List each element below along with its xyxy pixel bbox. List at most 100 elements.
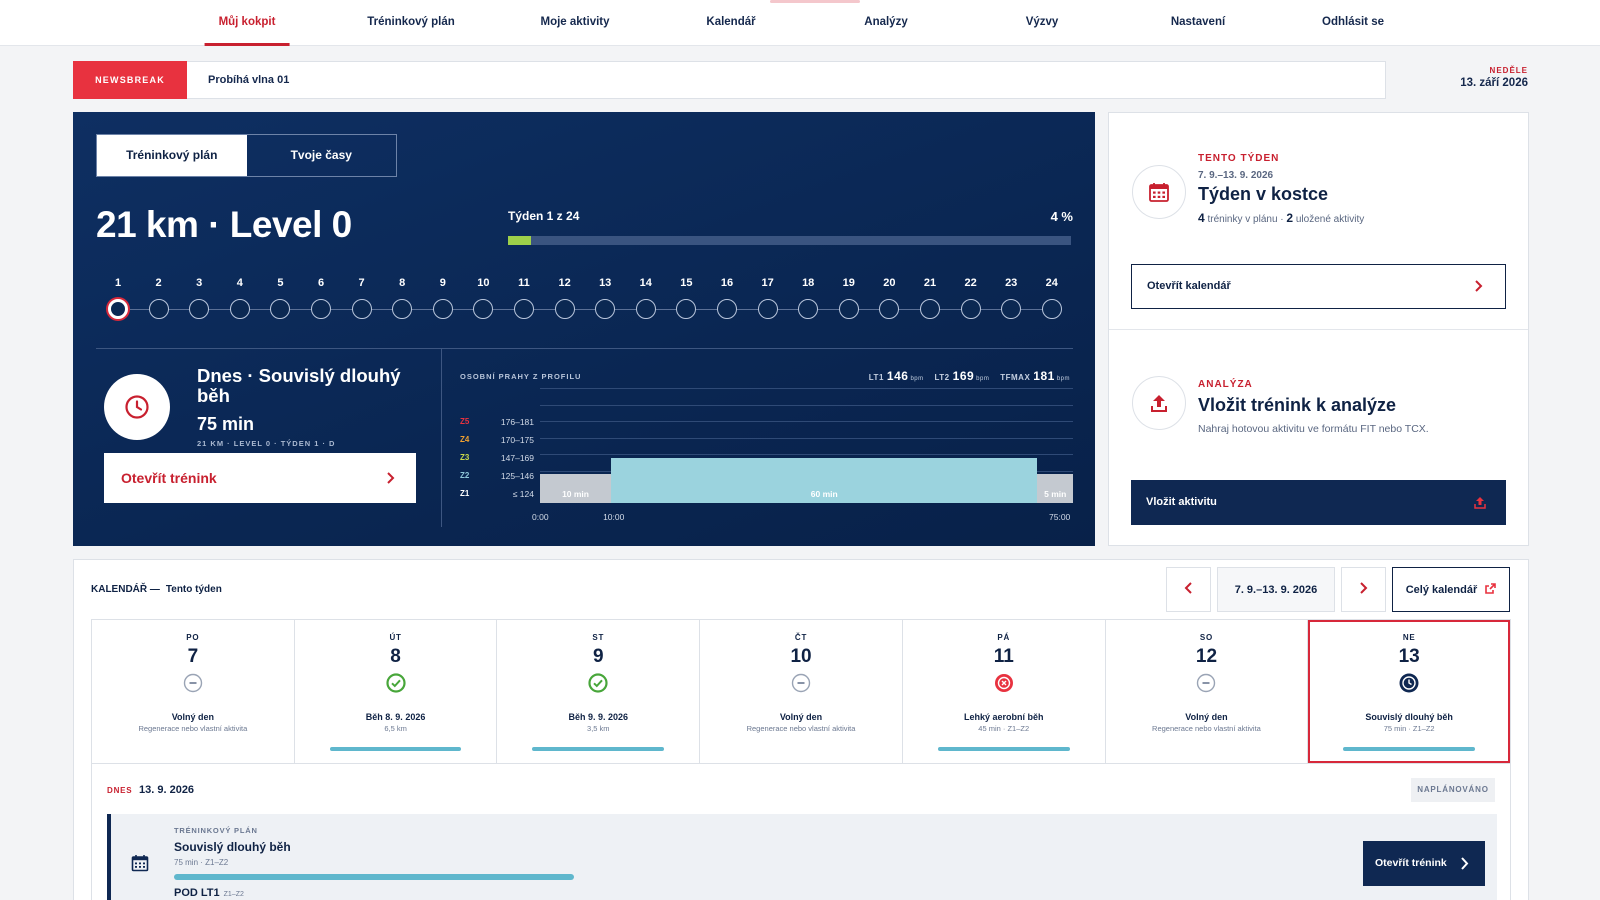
day-subtitle: 3,5 km [587, 724, 610, 733]
tfmax-value: 181 [1033, 369, 1055, 383]
week-dot[interactable] [514, 299, 534, 319]
calendar-day[interactable]: ÚT 8 Běh 8. 9. 2026 6,5 km [295, 620, 498, 763]
zone-grid-line [540, 454, 1073, 455]
calendar-day[interactable]: NE 13 Souvislý dlouhý běh 75 min · Z1–Z2 [1308, 620, 1511, 763]
planned-workout-kicker: TRÉNINKOVÝ PLÁN [174, 826, 258, 835]
tab-tvoje-casy[interactable]: Tvoje časy [290, 148, 352, 162]
planned-workout-sub: 75 min · Z1–Z2 [174, 858, 229, 867]
clock-icon [104, 374, 170, 440]
prev-week-button[interactable] [1166, 567, 1211, 612]
week-card-kicker: TENTO TÝDEN [1198, 153, 1280, 164]
week-number: 3 [196, 277, 203, 289]
week-number: 4 [236, 277, 243, 289]
upload-activity-button[interactable]: Vložit aktivitu [1131, 480, 1506, 525]
week-dot[interactable] [392, 299, 413, 319]
open-planned-workout-button[interactable]: Otevřít trénink [1363, 841, 1485, 886]
full-calendar-label: Celý kalendář [1405, 583, 1478, 596]
open-workout-button[interactable]: Otevřít trénink [104, 453, 416, 503]
week-dot[interactable] [920, 299, 940, 319]
week-dot[interactable] [635, 299, 656, 319]
week-dot[interactable] [960, 299, 981, 319]
week-dot[interactable] [676, 299, 697, 319]
full-calendar-button[interactable]: Celý kalendář [1392, 567, 1510, 612]
week-dot[interactable] [351, 299, 372, 319]
open-calendar-button[interactable]: Otevřít kalendář [1131, 264, 1506, 309]
week-range-text: 7. 9.–13. 9. 2026 [1234, 583, 1318, 596]
plan-title: 21 km · Level 0 [96, 204, 352, 245]
upload-icon [1474, 480, 1486, 525]
day-number: 13 [1398, 646, 1420, 667]
zone-grid-line [540, 421, 1073, 422]
week-dot[interactable] [432, 299, 453, 319]
week-dot[interactable] [270, 299, 291, 319]
nav-item-nastaveni[interactable]: Nastavení [1170, 16, 1226, 28]
status-badge: NAPLÁNOVÁNO [1411, 778, 1495, 802]
tab-treninkovy-plan[interactable]: Tréninkový plán [97, 135, 247, 176]
upload-icon [1132, 376, 1186, 430]
missed-icon [994, 673, 1014, 693]
day-number: 7 [187, 646, 199, 667]
day-weekday: PO [186, 633, 200, 642]
nav-item-treninkovy-plan[interactable]: Tréninkový plán [367, 16, 455, 28]
week-dot[interactable] [757, 299, 778, 319]
week-dot[interactable] [1041, 299, 1062, 319]
lt2-unit: bpm [976, 376, 990, 382]
week-dot[interactable] [148, 299, 169, 319]
day-subtitle: Regenerace nebo vlastní aktivita [1152, 724, 1261, 733]
calendar-sublabel: Tento týden [165, 584, 222, 595]
open-calendar-label: Otevřít kalendář [1147, 280, 1231, 292]
day-title: Běh 8. 9. 2026 [365, 712, 426, 722]
day-weekday: SO [1199, 633, 1214, 642]
week-dot-current[interactable] [108, 299, 128, 319]
week-number: 7 [358, 277, 365, 289]
analysis-card-desc: Nahraj hotovou aktivitu ve formátu FIT n… [1198, 423, 1429, 435]
nav-item-kalendar[interactable]: Kalendář [706, 16, 756, 28]
analysis-card-title: Vložit trénink k analýze [1198, 395, 1397, 415]
week-dot[interactable] [798, 299, 819, 319]
day-title: Běh 9. 9. 2026 [568, 712, 629, 722]
zone-range: ≤ 124 [512, 489, 534, 499]
day-weekday: NE [1402, 633, 1416, 642]
week-dot[interactable] [554, 299, 575, 319]
nav-item-vyzvy[interactable]: Výzvy [1025, 16, 1059, 28]
hero-vertical-divider [441, 349, 442, 527]
day-subtitle: Regenerace nebo vlastní aktivita [746, 724, 856, 733]
calendar-day[interactable]: ST 9 Běh 9. 9. 2026 3,5 km [497, 620, 701, 763]
week-range-display[interactable]: 7. 9.–13. 9. 2026 [1217, 567, 1335, 612]
nav-item-odhlasit[interactable]: Odhlásit se [1322, 16, 1384, 28]
zone-label: Z5 [460, 417, 470, 426]
week-dot[interactable] [229, 299, 250, 319]
week-days: PO 7 Volný den Regenerace nebo vlastní akti… [91, 619, 1511, 764]
next-week-button[interactable] [1341, 567, 1386, 612]
calendar-day[interactable]: ČT 10 Volný den Regenerace nebo vlastní akt… [700, 620, 903, 763]
saved-text: uložené aktivity [1295, 214, 1365, 225]
day-title: Volný den [779, 712, 823, 722]
zone-time-tick: 0:00 [532, 512, 549, 522]
newsbreak-text[interactable]: Probíhá vlna 01 [208, 74, 290, 86]
week-number: 12 [558, 277, 571, 289]
week-number: 13 [599, 277, 612, 289]
week-dot[interactable] [189, 299, 210, 319]
week-dot[interactable] [1001, 299, 1022, 319]
day-subtitle: 75 min · Z1–Z2 [1383, 724, 1435, 733]
nav-item-analyzy[interactable]: Analýzy [864, 16, 908, 28]
today-workout-duration: 75 min [197, 414, 255, 434]
side-card: TENTO TÝDEN 7. 9.–13. 9. 2026 Týden v ko… [1108, 112, 1529, 546]
calendar-label: KALENDÁŘ — [91, 584, 160, 595]
calendar-day[interactable]: PO 7 Volný den Regenerace nebo vlastní akti… [92, 620, 295, 763]
nav-item-kokpit[interactable]: Můj kokpit [204, 0, 290, 46]
calendar-day[interactable]: PÁ 11 Lehký aerobní běh 45 min · Z1–Z2 [903, 620, 1106, 763]
week-dot[interactable] [311, 299, 331, 319]
chevron-right-icon [1460, 841, 1469, 886]
calendar-day[interactable]: SO 12 Volný den Regenerace nebo vlastní akt… [1106, 620, 1309, 763]
week-number: 1 [114, 277, 122, 289]
week-dot[interactable] [717, 299, 737, 319]
week-dot[interactable] [838, 299, 859, 319]
nav-item-moje-aktivity[interactable]: Moje aktivity [540, 16, 610, 28]
week-dot[interactable] [595, 299, 616, 319]
hero-divider [96, 348, 1073, 349]
zone-time-tick: 10:00 [603, 512, 625, 522]
week-dot[interactable] [473, 299, 494, 319]
zone-label: Z1 [460, 489, 470, 498]
week-dot[interactable] [879, 299, 900, 319]
